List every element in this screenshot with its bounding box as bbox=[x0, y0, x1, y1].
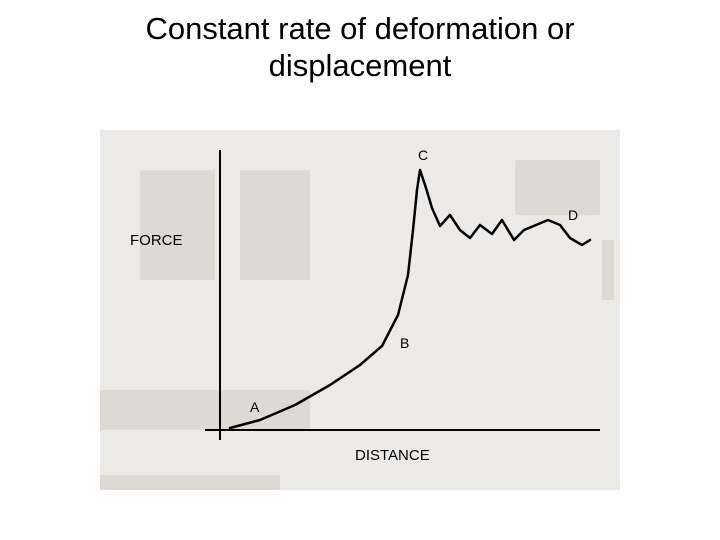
force-distance-chart: FORCE DISTANCE A B C D bbox=[100, 130, 620, 490]
slide-title: Constant rate of deformation or displace… bbox=[0, 10, 720, 84]
point-label-D: D bbox=[568, 207, 578, 223]
chart-svg: FORCE DISTANCE A B C D bbox=[100, 130, 620, 490]
slide: Constant rate of deformation or displace… bbox=[0, 0, 720, 540]
point-label-A: A bbox=[250, 399, 260, 415]
x-axis-label: DISTANCE bbox=[355, 447, 430, 464]
ghost-background bbox=[100, 160, 614, 490]
point-label-C: C bbox=[418, 147, 428, 163]
point-label-B: B bbox=[400, 335, 409, 351]
y-axis-label: FORCE bbox=[130, 232, 183, 249]
title-line-1: Constant rate of deformation or bbox=[0, 10, 720, 47]
title-line-2: displacement bbox=[0, 47, 720, 84]
